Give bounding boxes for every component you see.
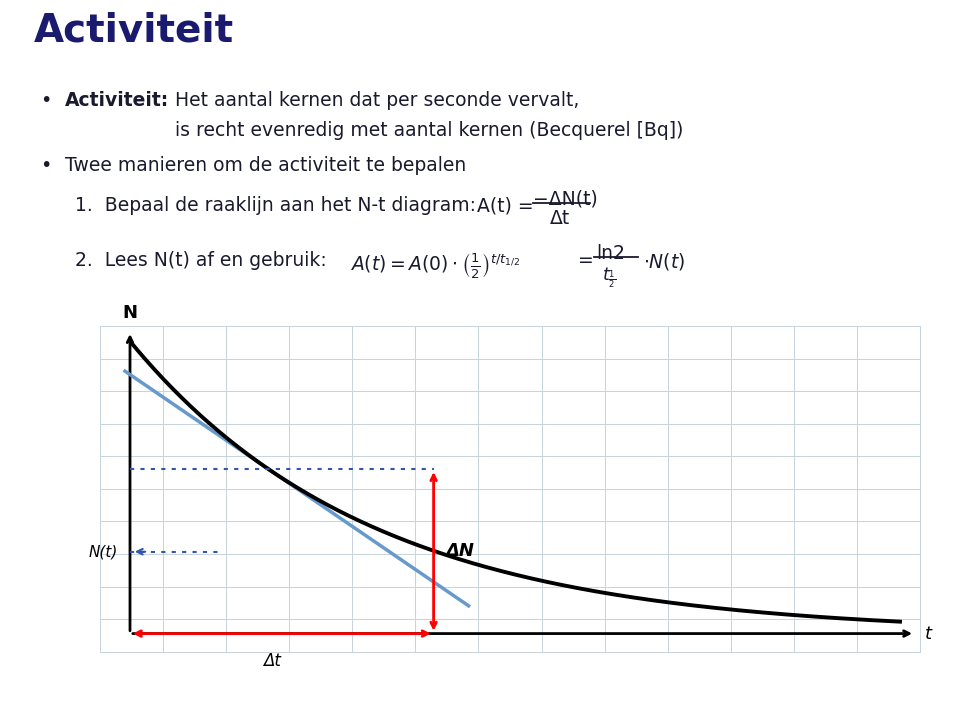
Text: t: t (925, 624, 932, 642)
Bar (100, 326, 920, 652)
Text: −ΔN(t): −ΔN(t) (533, 189, 598, 208)
Text: CE: CE (852, 21, 881, 40)
Text: www.lyceo.nl: www.lyceo.nl (837, 690, 946, 708)
Text: Δt: Δt (263, 652, 280, 669)
Text: is recht evenredig met aantal kernen (Becquerel [Bq]): is recht evenredig met aantal kernen (Be… (175, 121, 684, 140)
Text: Twee manieren om de activiteit te bepalen: Twee manieren om de activiteit te bepale… (65, 156, 467, 175)
Text: ln2: ln2 (596, 244, 625, 263)
Text: N(t): N(t) (88, 544, 118, 559)
Text: •: • (40, 156, 52, 175)
Text: N: N (123, 304, 137, 322)
Text: Activiteit: Activiteit (34, 11, 233, 49)
Text: ΔN: ΔN (445, 543, 474, 561)
Text: Het aantal kernen dat per seconde vervalt,: Het aantal kernen dat per seconde verval… (175, 91, 580, 110)
Text: =: = (578, 251, 593, 270)
Text: A(t) =: A(t) = (477, 196, 534, 215)
Text: 2.  Lees N(t) af en gebruik:: 2. Lees N(t) af en gebruik: (75, 251, 326, 270)
Text: Activiteit:: Activiteit: (65, 91, 169, 110)
Text: 1.  Bepaal de raaklijn aan het N-t diagram:: 1. Bepaal de raaklijn aan het N-t diagra… (75, 196, 476, 215)
Text: $\cdot N(t)$: $\cdot N(t)$ (643, 251, 685, 272)
Text: Δt: Δt (550, 209, 570, 228)
Text: 9: 9 (14, 690, 27, 708)
Text: $t_{\frac{1}{2}}$: $t_{\frac{1}{2}}$ (602, 265, 616, 290)
Text: •: • (40, 91, 52, 110)
Text: $A(t) = A(0) \cdot \left(\frac{1}{2}\right)^{t/t_{1/2}}$: $A(t) = A(0) \cdot \left(\frac{1}{2}\rig… (350, 251, 520, 281)
